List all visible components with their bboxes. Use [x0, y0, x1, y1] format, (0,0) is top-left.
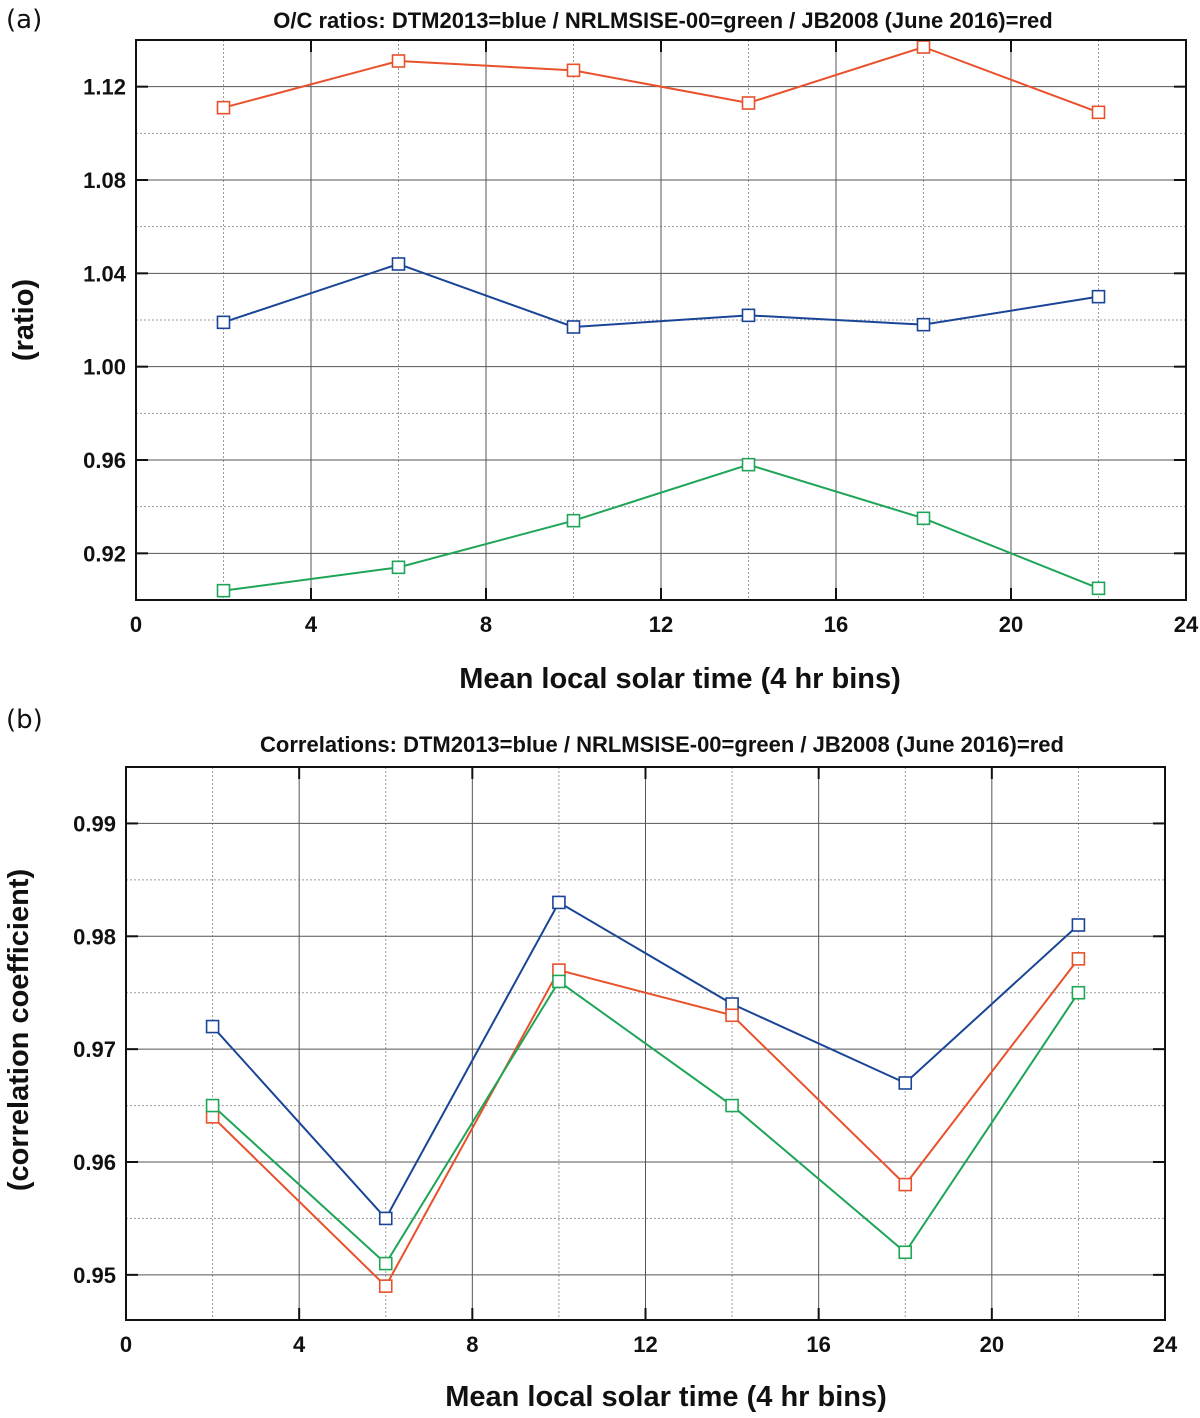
series-green	[205, 974, 1086, 1271]
data-point-blue	[378, 1211, 393, 1226]
data-point-blue	[205, 1019, 220, 1034]
y-tick-label: 0.97	[73, 1037, 116, 1062]
x-tick-label: 24	[1153, 1332, 1178, 1357]
data-point-blue	[1091, 289, 1106, 304]
data-point-green	[552, 974, 566, 989]
y-tick-label: 0.92	[83, 541, 126, 566]
x-axis-label-a: Mean local solar time (4 hr bins)	[459, 663, 901, 695]
data-point-red	[391, 54, 406, 68]
data-point-blue	[216, 315, 231, 330]
data-point-red	[552, 963, 566, 977]
x-tick-label: 4	[305, 612, 318, 637]
chart-title-a: O/C ratios: DTM2013=blue / NRLMSISE-00=g…	[273, 8, 1052, 33]
data-point-red	[378, 1279, 393, 1293]
data-point-blue	[741, 308, 756, 323]
x-tick-label: 20	[999, 612, 1023, 637]
y-tick-label: 0.96	[83, 448, 126, 473]
y-tick-labels-a: 0.92 0.96 1.00 1.04 1.08 1.12	[83, 75, 127, 567]
data-point-red	[216, 100, 231, 115]
series-line-red	[223, 45, 1099, 114]
data-point-green	[566, 513, 581, 528]
y-tick-label: 0.96	[73, 1150, 116, 1175]
data-point-blue	[898, 1076, 913, 1090]
data-point-red	[1071, 952, 1086, 966]
data-point-green	[725, 1098, 739, 1113]
y-tick-label: 0.98	[73, 924, 116, 949]
x-tick-label: 8	[480, 612, 492, 637]
series-red	[216, 40, 1106, 120]
chart-panel-b: (b) Correlations: DTM2013=blue / NRLMSIS…	[3, 705, 1178, 1413]
y-tick-label: 0.95	[73, 1263, 116, 1288]
series-line-red	[211, 958, 1080, 1288]
series-green	[216, 457, 1106, 598]
data-point-red	[205, 1110, 220, 1124]
x-tick-label: 20	[980, 1332, 1004, 1357]
y-tick-label: 1.00	[83, 355, 126, 380]
grid-b	[126, 767, 1165, 1320]
series-line-green	[211, 979, 1080, 1266]
data-point-green	[391, 560, 406, 575]
series-line-green	[223, 463, 1099, 592]
data-point-green	[1071, 985, 1086, 1000]
data-point-green	[916, 511, 931, 526]
data-point-green	[741, 457, 756, 472]
series-blue	[216, 257, 1106, 334]
data-point-blue	[916, 317, 931, 332]
x-tick-label: 16	[806, 1332, 830, 1357]
chart-panel-a: (a) O/C ratios: DTM2013=blue / NRLMSISE-…	[6, 5, 1199, 695]
x-tick-label: 4	[293, 1332, 306, 1357]
data-point-green	[378, 1256, 393, 1271]
data-point-blue	[391, 257, 406, 271]
tick-marks-b	[125, 767, 1166, 1320]
x-tick-label: 0	[120, 1332, 132, 1357]
data-point-blue	[725, 997, 739, 1011]
series-group-a	[216, 40, 1106, 598]
x-tick-label: 0	[130, 612, 142, 637]
y-tick-label: 1.04	[83, 261, 127, 286]
x-tick-label: 12	[649, 612, 673, 637]
x-tick-label: 16	[824, 612, 848, 637]
panel-letter-b: (b)	[6, 705, 43, 735]
x-tick-labels-b: 0 4 8 12 16 20 24	[120, 1332, 1178, 1357]
y-tick-label: 1.12	[83, 75, 126, 100]
y-tick-labels-b: 0.95 0.96 0.97 0.98 0.99	[73, 811, 116, 1287]
series-group-b	[205, 895, 1086, 1293]
grid-a	[136, 40, 1186, 600]
data-point-green	[205, 1098, 220, 1113]
data-point-blue	[566, 320, 581, 334]
x-tick-label: 12	[633, 1332, 657, 1357]
y-axis-label-a: (ratio)	[8, 279, 40, 361]
y-tick-label: 0.99	[73, 811, 116, 836]
y-axis-label-b: (correlation coefficient)	[3, 869, 35, 1191]
x-tick-labels-a: 0 4 8 12 16 20 24	[130, 612, 1199, 637]
data-point-red	[566, 63, 581, 78]
x-tick-label: 8	[466, 1332, 478, 1357]
data-point-green	[1091, 581, 1106, 596]
x-axis-label-b: Mean local solar time (4 hr bins)	[445, 1381, 887, 1413]
data-point-green	[898, 1245, 913, 1260]
panel-letter-a: (a)	[6, 5, 42, 35]
chart-title-b: Correlations: DTM2013=blue / NRLMSISE-00…	[260, 732, 1064, 757]
data-point-red	[916, 40, 931, 54]
data-point-red	[1091, 105, 1106, 120]
x-tick-label: 24	[1174, 612, 1199, 637]
data-point-red	[725, 1008, 739, 1023]
series-line-blue	[211, 901, 1080, 1221]
data-point-red	[898, 1177, 913, 1192]
data-point-green	[216, 583, 231, 598]
data-point-red	[741, 96, 756, 110]
data-point-blue	[1071, 918, 1086, 932]
y-tick-label: 1.08	[83, 168, 126, 193]
tick-marks-a	[135, 40, 1187, 600]
series-line-blue	[223, 262, 1099, 329]
data-point-blue	[552, 895, 566, 910]
